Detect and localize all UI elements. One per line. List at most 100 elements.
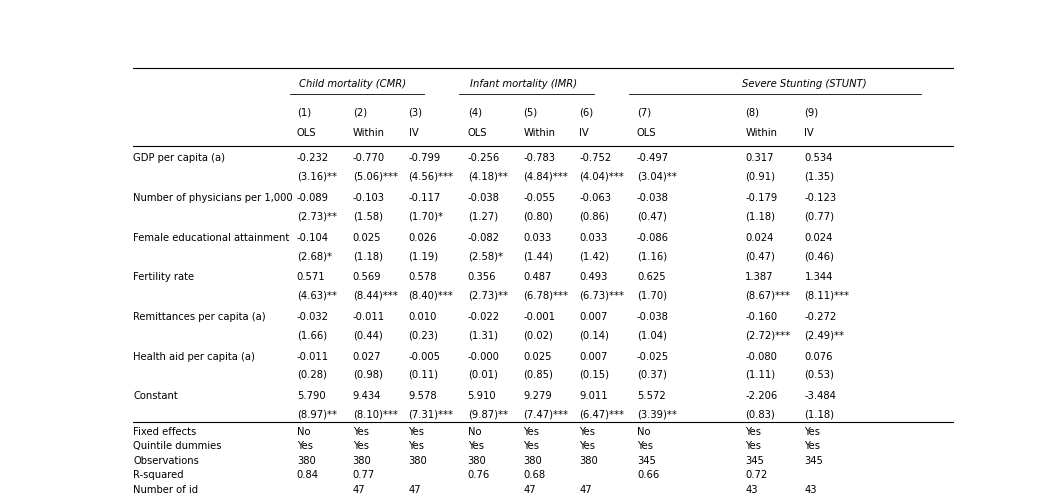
Text: 380: 380 bbox=[580, 456, 598, 466]
Text: (1.44): (1.44) bbox=[524, 251, 553, 261]
Text: IV: IV bbox=[805, 128, 814, 138]
Text: 0.076: 0.076 bbox=[805, 351, 833, 362]
Text: (1.18): (1.18) bbox=[805, 410, 834, 420]
Text: (0.37): (0.37) bbox=[637, 370, 667, 380]
Text: (9): (9) bbox=[805, 107, 818, 117]
Text: IV: IV bbox=[580, 128, 589, 138]
Text: (2.49)**: (2.49)** bbox=[805, 330, 845, 341]
Text: Yes: Yes bbox=[297, 441, 313, 451]
Text: -0.232: -0.232 bbox=[297, 153, 329, 163]
Text: (2.73)**: (2.73)** bbox=[297, 211, 337, 221]
Text: 0.033: 0.033 bbox=[580, 233, 607, 243]
Text: Fixed effects: Fixed effects bbox=[134, 427, 196, 437]
Text: (2.68)*: (2.68)* bbox=[297, 251, 332, 261]
Text: (1.27): (1.27) bbox=[467, 211, 498, 221]
Text: (8.44)***: (8.44)*** bbox=[353, 291, 398, 301]
Text: (8.67)***: (8.67)*** bbox=[745, 291, 791, 301]
Text: -0.799: -0.799 bbox=[408, 153, 441, 163]
Text: 9.578: 9.578 bbox=[408, 392, 437, 401]
Text: -0.103: -0.103 bbox=[353, 193, 385, 203]
Text: (0.53): (0.53) bbox=[805, 370, 834, 380]
Text: 43: 43 bbox=[745, 485, 758, 495]
Text: Fertility rate: Fertility rate bbox=[134, 272, 194, 283]
Text: 5.910: 5.910 bbox=[467, 392, 496, 401]
Text: (0.47): (0.47) bbox=[637, 211, 667, 221]
Text: 0.027: 0.027 bbox=[353, 351, 382, 362]
Text: (0.01): (0.01) bbox=[467, 370, 497, 380]
Text: (3.16)**: (3.16)** bbox=[297, 172, 337, 182]
Text: 43: 43 bbox=[805, 485, 817, 495]
Text: (1): (1) bbox=[297, 107, 311, 117]
Text: 47: 47 bbox=[524, 485, 536, 495]
Text: (0.98): (0.98) bbox=[353, 370, 383, 380]
Text: 0.487: 0.487 bbox=[524, 272, 552, 283]
Text: -0.022: -0.022 bbox=[467, 312, 500, 322]
Text: -0.160: -0.160 bbox=[745, 312, 777, 322]
Text: (0.02): (0.02) bbox=[524, 330, 553, 341]
Text: (6.73)***: (6.73)*** bbox=[580, 291, 624, 301]
Text: (6): (6) bbox=[580, 107, 594, 117]
Text: -0.011: -0.011 bbox=[353, 312, 385, 322]
Text: R-squared: R-squared bbox=[134, 470, 184, 480]
Text: 9.434: 9.434 bbox=[353, 392, 381, 401]
Text: -0.001: -0.001 bbox=[524, 312, 555, 322]
Text: (0.80): (0.80) bbox=[524, 211, 553, 221]
Text: (0.14): (0.14) bbox=[580, 330, 610, 341]
Text: Yes: Yes bbox=[467, 441, 483, 451]
Text: (2.73)**: (2.73)** bbox=[467, 291, 508, 301]
Text: 380: 380 bbox=[297, 456, 316, 466]
Text: (5): (5) bbox=[524, 107, 537, 117]
Text: 1.344: 1.344 bbox=[805, 272, 833, 283]
Text: 0.66: 0.66 bbox=[637, 470, 659, 480]
Text: (1.70): (1.70) bbox=[637, 291, 667, 301]
Text: 0.024: 0.024 bbox=[745, 233, 774, 243]
Text: Yes: Yes bbox=[353, 427, 369, 437]
Text: OLS: OLS bbox=[467, 128, 488, 138]
Text: -0.104: -0.104 bbox=[297, 233, 329, 243]
Text: GDP per capita (a): GDP per capita (a) bbox=[134, 153, 226, 163]
Text: 5.790: 5.790 bbox=[297, 392, 325, 401]
Text: IV: IV bbox=[408, 128, 419, 138]
Text: 0.77: 0.77 bbox=[353, 470, 375, 480]
Text: (4.04)***: (4.04)*** bbox=[580, 172, 624, 182]
Text: 0.024: 0.024 bbox=[805, 233, 833, 243]
Text: -0.179: -0.179 bbox=[745, 193, 778, 203]
Text: (0.23): (0.23) bbox=[408, 330, 439, 341]
Text: -0.770: -0.770 bbox=[353, 153, 385, 163]
Text: 9.279: 9.279 bbox=[524, 392, 552, 401]
Text: Child mortality (CMR): Child mortality (CMR) bbox=[299, 79, 406, 89]
Text: -0.025: -0.025 bbox=[637, 351, 669, 362]
Text: (0.46): (0.46) bbox=[805, 251, 834, 261]
Text: 0.010: 0.010 bbox=[408, 312, 437, 322]
Text: (8.10)***: (8.10)*** bbox=[353, 410, 398, 420]
Text: (2.58)*: (2.58)* bbox=[467, 251, 502, 261]
Text: (8.40)***: (8.40)*** bbox=[408, 291, 454, 301]
Text: Within: Within bbox=[353, 128, 385, 138]
Text: (1.42): (1.42) bbox=[580, 251, 610, 261]
Text: -3.484: -3.484 bbox=[805, 392, 836, 401]
Text: -0.055: -0.055 bbox=[524, 193, 555, 203]
Text: 380: 380 bbox=[353, 456, 371, 466]
Text: -0.256: -0.256 bbox=[467, 153, 500, 163]
Text: -0.038: -0.038 bbox=[637, 312, 669, 322]
Text: (1.04): (1.04) bbox=[637, 330, 667, 341]
Text: Observations: Observations bbox=[134, 456, 199, 466]
Text: -0.038: -0.038 bbox=[467, 193, 499, 203]
Text: 380: 380 bbox=[467, 456, 487, 466]
Text: Number of physicians per 1,000: Number of physicians per 1,000 bbox=[134, 193, 293, 203]
Text: 0.007: 0.007 bbox=[580, 312, 607, 322]
Text: 5.572: 5.572 bbox=[637, 392, 666, 401]
Text: Yes: Yes bbox=[408, 441, 424, 451]
Text: (6.47)***: (6.47)*** bbox=[580, 410, 624, 420]
Text: -0.497: -0.497 bbox=[637, 153, 669, 163]
Text: (6.78)***: (6.78)*** bbox=[524, 291, 568, 301]
Text: 0.356: 0.356 bbox=[467, 272, 496, 283]
Text: -0.032: -0.032 bbox=[297, 312, 329, 322]
Text: 380: 380 bbox=[408, 456, 427, 466]
Text: OLS: OLS bbox=[637, 128, 656, 138]
Text: (0.28): (0.28) bbox=[297, 370, 326, 380]
Text: 1.387: 1.387 bbox=[745, 272, 774, 283]
Text: 380: 380 bbox=[524, 456, 543, 466]
Text: -0.005: -0.005 bbox=[408, 351, 441, 362]
Text: (3): (3) bbox=[408, 107, 423, 117]
